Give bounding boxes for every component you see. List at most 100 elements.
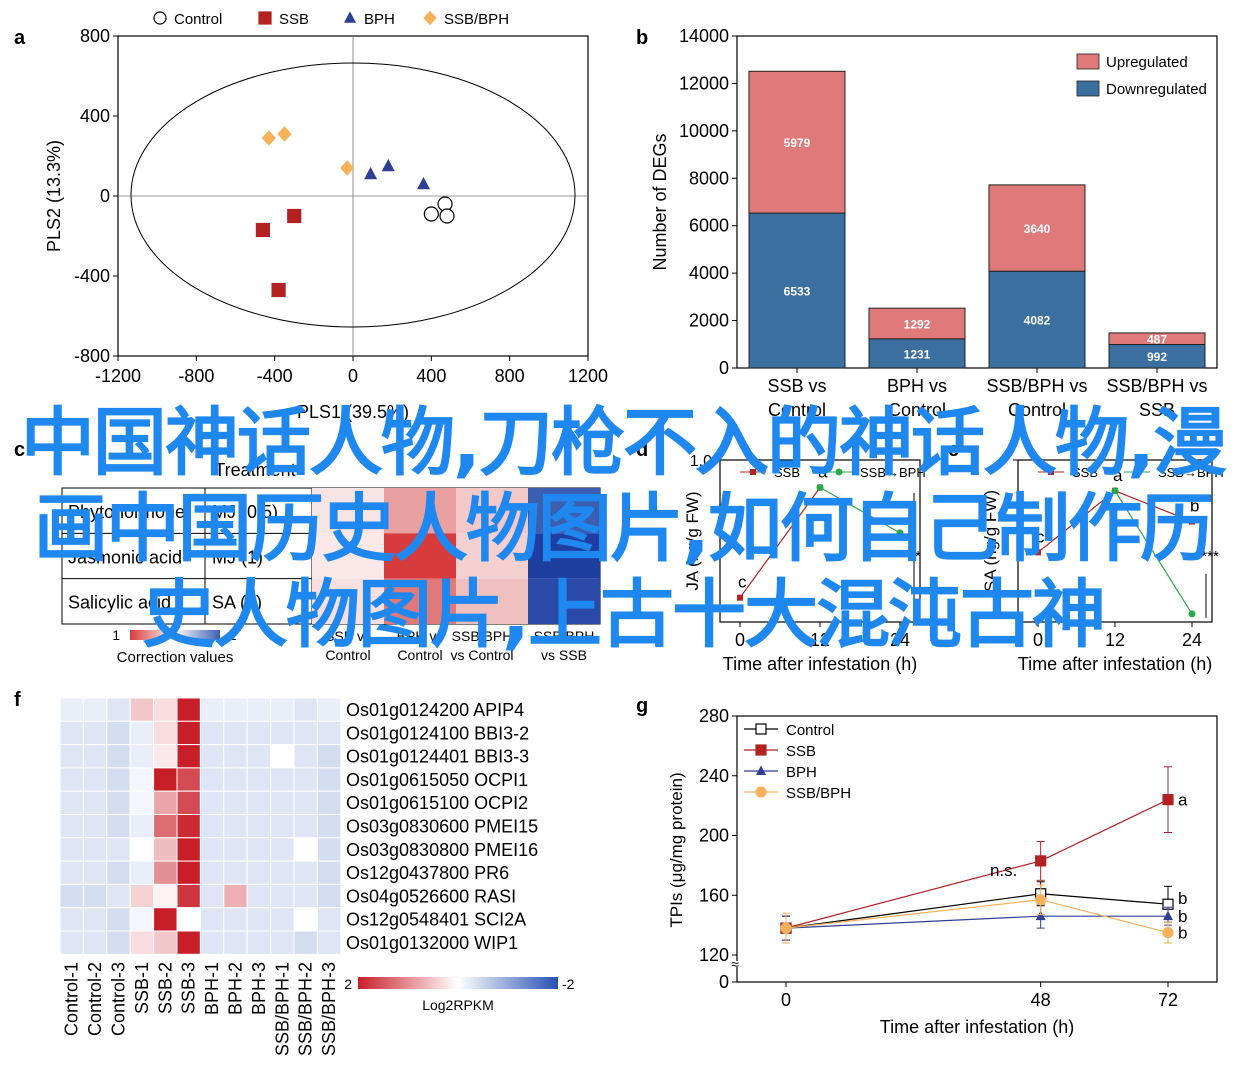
heatmap-cell — [106, 697, 131, 722]
heatmap-cell — [199, 790, 225, 816]
heatmap-cell — [176, 790, 201, 816]
sample-label: BPH-3 — [249, 962, 269, 1015]
confidence-ellipse — [130, 62, 576, 328]
x-tick-label: 400 — [416, 366, 446, 386]
y-tick-label: 14000 — [679, 26, 729, 46]
x-tick-label: 12 — [1105, 630, 1125, 650]
heatmap-cell — [176, 697, 201, 722]
heatmap-cell — [312, 533, 384, 579]
heatmap-cell — [246, 744, 272, 769]
category-label: SSB/BPH vs — [986, 376, 1087, 396]
heatmap-cell — [316, 744, 342, 769]
heatmap-cell — [106, 930, 131, 955]
heatmap-cell — [199, 744, 225, 769]
category-label: BPH vs — [887, 376, 947, 396]
heatmap-cell — [59, 883, 84, 909]
y-tick-label: 6000 — [689, 216, 729, 236]
heatmap-cell — [270, 860, 295, 885]
heatmap-cell — [106, 860, 131, 885]
heatmap-cell — [199, 720, 225, 746]
category-label: Control — [768, 400, 826, 420]
heatmap-cell — [199, 697, 225, 722]
heatmap-cell — [82, 790, 108, 816]
bar-value-label: 992 — [1147, 350, 1167, 364]
heatmap-cell — [153, 860, 178, 885]
heatmap-cell — [82, 767, 108, 792]
scale-title: Log2RPKM — [422, 997, 494, 1013]
sample-label: BPH-1 — [202, 962, 222, 1015]
heatmap-row-label: SA (2) — [212, 593, 262, 613]
heatmap-cell — [293, 837, 318, 862]
y-axis-label: SA (ng/g FW) — [981, 490, 1000, 592]
panel-g-line: g ≈280 240 200 160 120 0 0 48 72 Time after infes… — [636, 695, 1218, 1037]
heatmap-cell — [129, 883, 155, 909]
gene-label: Os01g0615050 OCPI1 — [346, 770, 528, 790]
color-scale-bar — [358, 977, 558, 989]
heatmap-cell — [223, 814, 248, 839]
heatmap-cell — [528, 488, 600, 534]
heatmap-cell — [82, 697, 108, 722]
heatmap-cell — [384, 578, 456, 624]
heatmap-cell — [246, 837, 272, 862]
x-tick-label: -800 — [178, 366, 214, 386]
series-line — [785, 799, 1169, 929]
panel-a-scatter: a -1200 -800 -400 0 400 800 12008004000-400-80… — [14, 10, 608, 422]
legend-marker — [258, 11, 272, 25]
heatmap-cell — [293, 930, 318, 955]
gene-label: Os12g0437800 PR6 — [346, 863, 509, 883]
legend-marker — [423, 10, 437, 26]
y-tick-label: 2000 — [689, 311, 729, 331]
x-tick-label: 1200 — [568, 366, 608, 386]
y-axis-label: PLS2 (13.3%) — [44, 140, 64, 252]
heatmap-cell — [223, 697, 248, 722]
heatmap-cell — [82, 837, 108, 862]
heatmap-row-label: MJ (0.5) — [212, 502, 278, 522]
data-point — [1035, 549, 1041, 556]
heatmap-cell — [176, 814, 201, 839]
plot-frame — [736, 715, 1218, 983]
heatmap-cell — [129, 860, 155, 885]
data-point — [1162, 926, 1174, 939]
legend-label: Control — [786, 722, 834, 739]
heatmap-cell — [528, 578, 600, 624]
y-tick-label: 10000 — [679, 121, 729, 141]
heatmap-cell — [223, 720, 248, 746]
bar-value-label: 1292 — [904, 317, 931, 331]
data-point — [1163, 910, 1173, 921]
heatmap-cell — [153, 790, 178, 816]
gene-label: Os01g0124401 BBI3-3 — [346, 747, 529, 767]
heatmap-cell — [59, 907, 84, 932]
sample-label: Control-3 — [109, 962, 129, 1036]
heatmap-cell — [316, 814, 342, 839]
x-axis-label: Time after infestation (h) — [723, 654, 917, 674]
heatmap-cell — [246, 790, 272, 816]
heatmap-cell — [456, 488, 528, 534]
heatmap-cell — [176, 720, 201, 746]
data-point — [1188, 610, 1196, 618]
y-tick-label: 0 — [719, 972, 729, 992]
significance-letter: b — [1178, 924, 1187, 943]
heatmap-cell — [384, 533, 456, 579]
heatmap-cell — [223, 790, 248, 816]
heatmap-cell — [316, 907, 342, 932]
column-label: vs Control — [450, 647, 513, 663]
bar-value-label: 3640 — [1024, 222, 1051, 236]
heatmap-cell — [246, 930, 272, 955]
legend-label: SSB — [1072, 465, 1098, 480]
data-point — [339, 160, 355, 176]
significance-letter: b — [1178, 907, 1187, 926]
heatmap-cell — [59, 744, 84, 769]
heatmap-cell — [316, 720, 342, 746]
column-label: Control — [397, 647, 442, 663]
y-tick-label: 0 — [719, 358, 729, 378]
sample-label: SSB/BPH-2 — [296, 962, 316, 1056]
legend-marker — [750, 469, 756, 475]
heatmap-cell — [106, 744, 131, 769]
column-label: BPH vs — [397, 628, 444, 644]
heatmap-cell — [82, 744, 108, 769]
heatmap-cell — [223, 860, 248, 885]
heatmap-row-label: Phytohormone — [68, 502, 185, 522]
heatmap-cell — [293, 790, 318, 816]
bar-upregulated — [868, 307, 966, 340]
heatmap-cell — [316, 860, 342, 885]
